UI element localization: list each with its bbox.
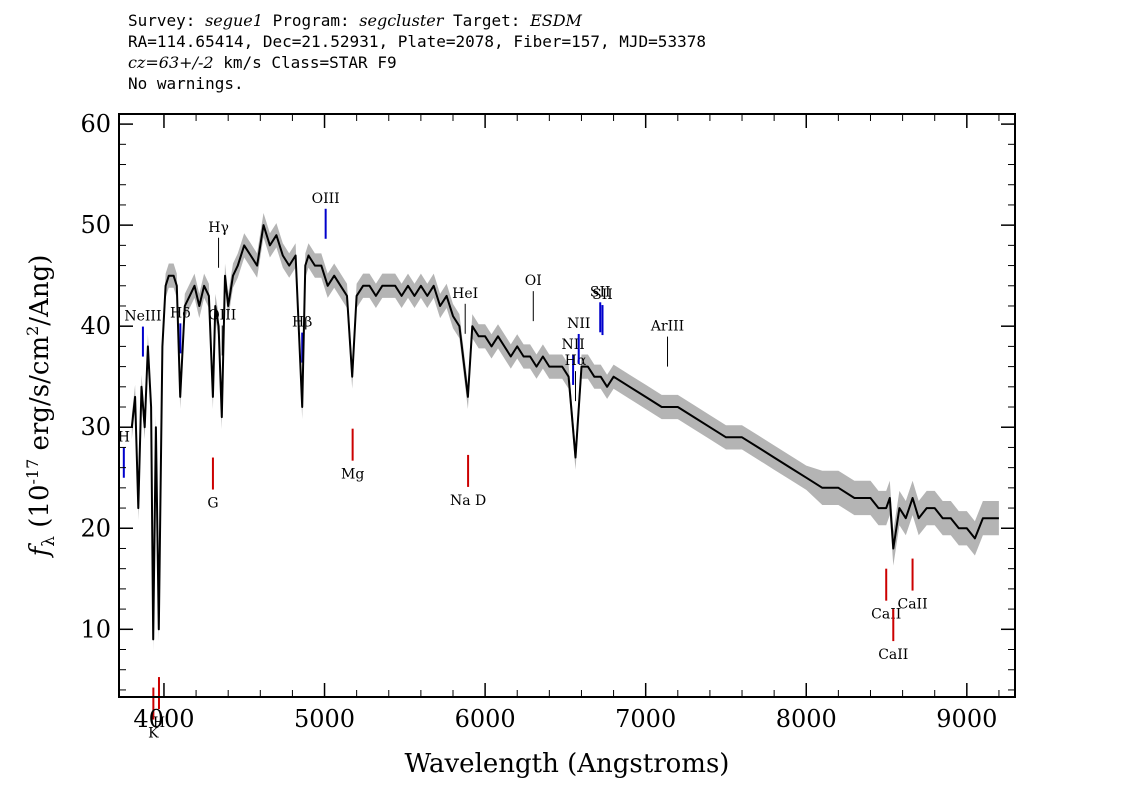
error-band [131, 213, 999, 652]
program-label: Program: [272, 11, 350, 30]
label-neiii-1: NeIII [124, 309, 161, 325]
label-oiii-4: OIII [208, 307, 236, 323]
cz-unit: km/s [223, 53, 262, 72]
label-h-5: Hβ [292, 315, 312, 331]
label-nii-9: NII [561, 337, 584, 353]
y-tick-label-40: 40 [80, 312, 111, 340]
label-caii-22: CaII [897, 597, 927, 613]
label-nad-19: Na D [450, 493, 486, 509]
label-h-3: Hγ [208, 220, 229, 236]
label-ariii-14: ArIII [650, 319, 684, 335]
target-label: Target: [453, 11, 521, 30]
label-h-16: H [153, 715, 165, 731]
class-value: Class=STAR F9 [271, 53, 397, 72]
x-tick-label-4000: 4000 [133, 705, 194, 733]
y-tick-label-10: 10 [80, 615, 111, 643]
survey-label: Survey: [128, 11, 196, 30]
cz-value: cz=63+/-2 [128, 53, 214, 72]
label-sii-13: SII [592, 287, 613, 303]
axis-ticks: 4000 5000 6000 7000 8000 9000 10 20 30 40 50 60 [80, 110, 1015, 733]
label-k-15: K [148, 726, 159, 742]
x-tick-label-8000: 8000 [776, 705, 837, 733]
y-tick-label-50: 50 [80, 211, 111, 239]
x-tick-label-5000: 5000 [294, 705, 355, 733]
label-nii-11: NII [567, 316, 590, 332]
label-sii-12: SII [590, 284, 611, 300]
label-caii-21: CaII [878, 647, 908, 663]
header-line-survey: Survey: segue1 Program: segcluster Targe… [128, 10, 706, 31]
label-oi-8: OI [525, 273, 542, 289]
warnings-text: No warnings. [128, 74, 244, 93]
label-h-10: Hα [565, 353, 587, 369]
flux-line [130, 224, 999, 641]
target-value: ESDM [530, 11, 582, 30]
flux-series-group [130, 224, 999, 641]
label-g-17: G [207, 496, 218, 512]
header-line-coords: RA=114.65414, Dec=21.52931, Plate=2078, … [128, 32, 706, 51]
y-tick-label-60: 60 [80, 110, 111, 138]
spectrum-header: Survey: segue1 Program: segcluster Targe… [128, 10, 706, 94]
label-oiii-6: OIII [312, 191, 340, 207]
x-tick-label-7000: 7000 [615, 705, 676, 733]
x-tick-label-6000: 6000 [455, 705, 516, 733]
plot-frame [118, 113, 1016, 698]
survey-value: segue1 [205, 11, 263, 30]
error-band-group [131, 213, 999, 652]
y-tick-label-20: 20 [80, 514, 111, 542]
x-tick-label-9000: 9000 [936, 705, 997, 733]
y-tick-label-30: 30 [80, 413, 111, 441]
x-axis-title: Wavelength (Angstroms) [405, 749, 730, 779]
label-mg-18: Mg [341, 467, 364, 483]
program-value: segcluster [359, 11, 444, 30]
label-hei-7: HeI [452, 286, 478, 302]
label-h-0: H [118, 430, 130, 446]
y-axis-title: fλ (10-17 erg/s/cm2/Ang) [23, 255, 59, 559]
label-h-2: Hδ [170, 305, 191, 321]
header-line-redshift: cz=63+/-2 km/s Class=STAR F9 [128, 52, 706, 73]
